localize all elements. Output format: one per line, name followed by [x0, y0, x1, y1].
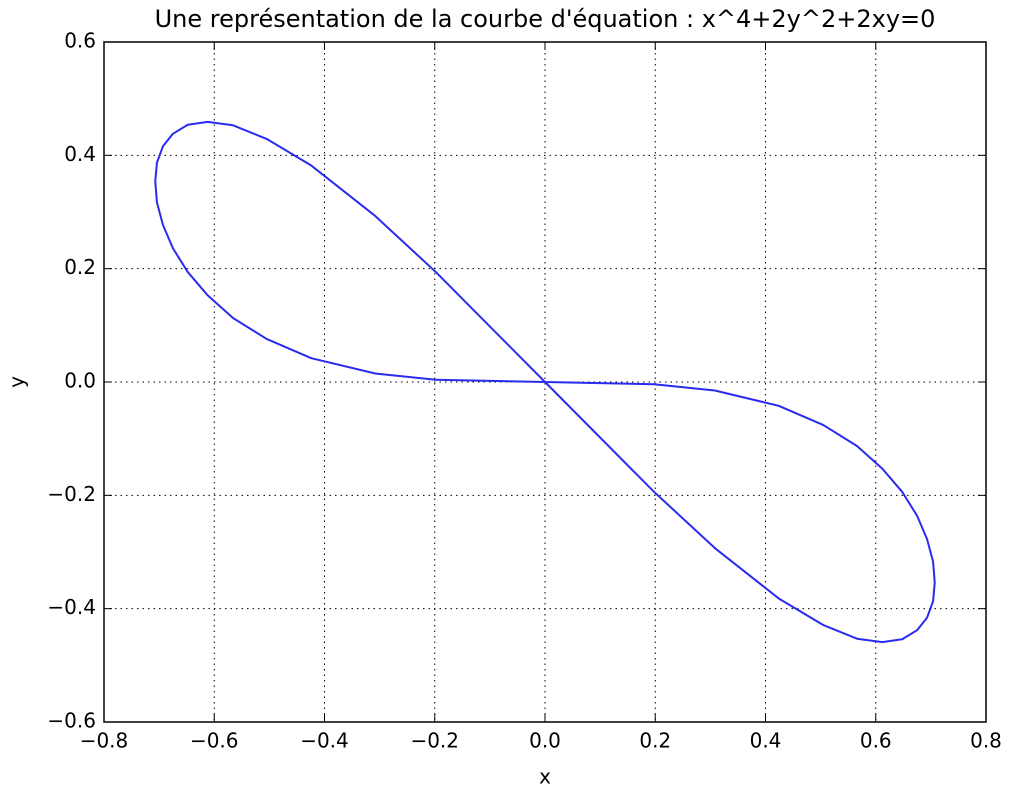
x-axis-label: x: [539, 765, 551, 789]
y-tick-label: −0.2: [47, 482, 96, 506]
x-tick-label: 0.2: [639, 729, 671, 753]
y-tick-label: −0.6: [47, 709, 96, 733]
x-tick-label: −0.2: [410, 729, 459, 753]
curve: [154, 120, 936, 644]
plot-frame: [103, 41, 987, 723]
x-tick-label: 0.4: [750, 729, 782, 753]
y-tick-label: −0.4: [47, 595, 96, 619]
chart-title: Une représentation de la courbe d'équati…: [155, 5, 936, 33]
x-tick-label: 0.8: [970, 729, 1002, 753]
y-tick-label: 0.2: [64, 255, 96, 279]
y-tick-label: 0.4: [64, 142, 96, 166]
y-tick-label: 0.0: [64, 369, 96, 393]
x-tick-label: −0.6: [190, 729, 239, 753]
x-tick-label: −0.8: [80, 729, 129, 753]
y-axis-label: y: [5, 376, 29, 388]
x-tick-label: −0.4: [300, 729, 349, 753]
x-tick-label: 0.6: [860, 729, 892, 753]
x-tick-label: 0.0: [529, 729, 561, 753]
y-tick-label: 0.6: [64, 29, 96, 53]
